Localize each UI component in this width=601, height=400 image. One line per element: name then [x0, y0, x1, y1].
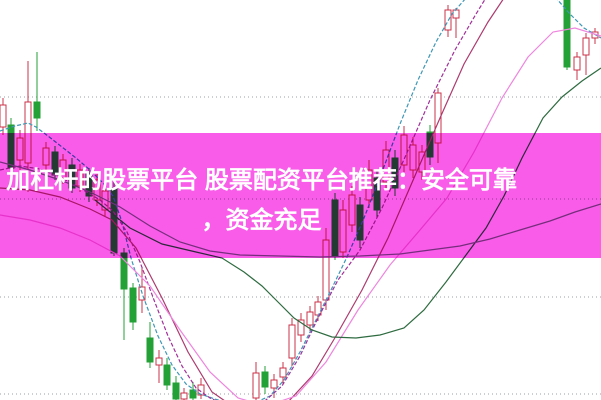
- banner-headline-line1: 加杠杆的股票平台 股票配资平台推荐：安全可靠: [6, 166, 517, 194]
- banner-headline-line2: ，资金充足: [201, 206, 322, 234]
- banner-headline: 加杠杆的股票平台 股票配资平台推荐：安全可靠 ，资金充足: [0, 133, 601, 258]
- promo-banner-overlay: [0, 133, 601, 258]
